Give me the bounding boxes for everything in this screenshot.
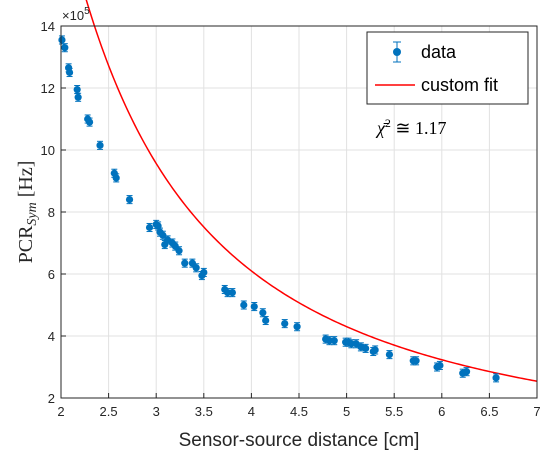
fit-curve [85,0,538,382]
data-point [250,302,258,312]
y-exponent: ×105 [62,6,90,23]
x-tick-label: 7 [533,404,540,419]
data-point [192,263,200,273]
data-marker [159,231,167,239]
data-marker [371,346,379,354]
data-marker [200,268,208,277]
fit-curve-layer [85,0,538,382]
y-tick-label: 10 [41,143,55,158]
x-tick-label: 5 [343,404,350,419]
data-marker [181,259,189,267]
data-marker [65,68,74,77]
data-point [85,117,94,127]
x-tick-label: 2.5 [100,404,118,419]
data-point [145,222,154,233]
legend: data custom fit [366,31,529,105]
data-point [175,246,183,256]
data-marker [240,301,248,309]
x-tick-label: 5.5 [385,404,403,419]
y-tick-label: 6 [48,267,55,282]
data-marker [73,85,81,94]
data-point [293,322,301,332]
x-tick-label: 6.5 [480,404,498,419]
data-point [200,267,208,277]
data-marker [96,141,104,149]
y-axis-label: PCRSym [Hz] [15,161,40,264]
data-point [112,173,120,183]
data-marker [228,289,236,297]
data-point [74,92,82,102]
data-marker [293,323,301,331]
data-marker [259,309,267,317]
legend-label-data: data [421,42,457,62]
y-tick-labels: 2 4 6 8 10 12 14 [41,19,66,406]
data-point [330,336,338,346]
data-marker [412,357,420,365]
x-tick-label: 4.5 [290,404,308,419]
data-marker [175,247,183,255]
data-point [362,343,370,353]
data-point [181,258,189,268]
x-tick-labels: 2 2.5 3 3.5 4 4.5 5 5.5 6 6.5 7 [57,393,541,419]
legend-marker-data [393,41,401,63]
legend-box [366,31,529,105]
data-point [125,195,134,205]
data-marker [58,36,66,44]
x-tick-label: 2 [57,404,64,419]
data-marker [362,344,370,352]
data-point [262,315,270,326]
y-tick-label: 12 [41,81,55,96]
data-marker [462,368,471,376]
data-marker [262,316,270,325]
data-marker [74,93,82,101]
data-points-layer [58,35,500,383]
data-point [412,356,420,366]
data-point [371,345,379,355]
x-axis-label: Sensor-source distance [cm] [179,430,420,451]
data-point [61,43,69,53]
legend-label-fit: custom fit [421,75,498,95]
data-point [492,373,500,383]
data-point [436,360,444,370]
data-point [281,319,289,329]
data-point [96,140,104,150]
data-point [159,230,167,240]
data-marker [281,320,289,328]
y-tick-label: 8 [48,205,55,220]
data-marker [192,264,200,272]
data-marker [145,223,154,232]
y-tick-label: 4 [48,329,55,344]
data-point [65,67,74,78]
x-tick-label: 6 [438,404,445,419]
data-marker [436,361,444,370]
data-marker [61,44,69,52]
data-marker [492,374,500,382]
x-tick-label: 3.5 [195,404,213,419]
chi-square-annotation: χ̄2 ≅ 1.17 [375,116,447,138]
x-tick-label: 3 [153,404,160,419]
data-point [462,367,471,377]
data-marker [85,118,94,126]
data-marker [112,174,120,182]
data-marker [250,302,258,311]
data-point [228,288,236,298]
y-tick-label: 14 [41,19,55,34]
y-tick-label: 2 [48,391,55,406]
data-marker [330,337,338,345]
data-marker [385,351,394,359]
data-point [385,350,394,360]
data-point [240,300,248,310]
data-marker [125,196,134,204]
x-tick-label: 4 [248,404,255,419]
